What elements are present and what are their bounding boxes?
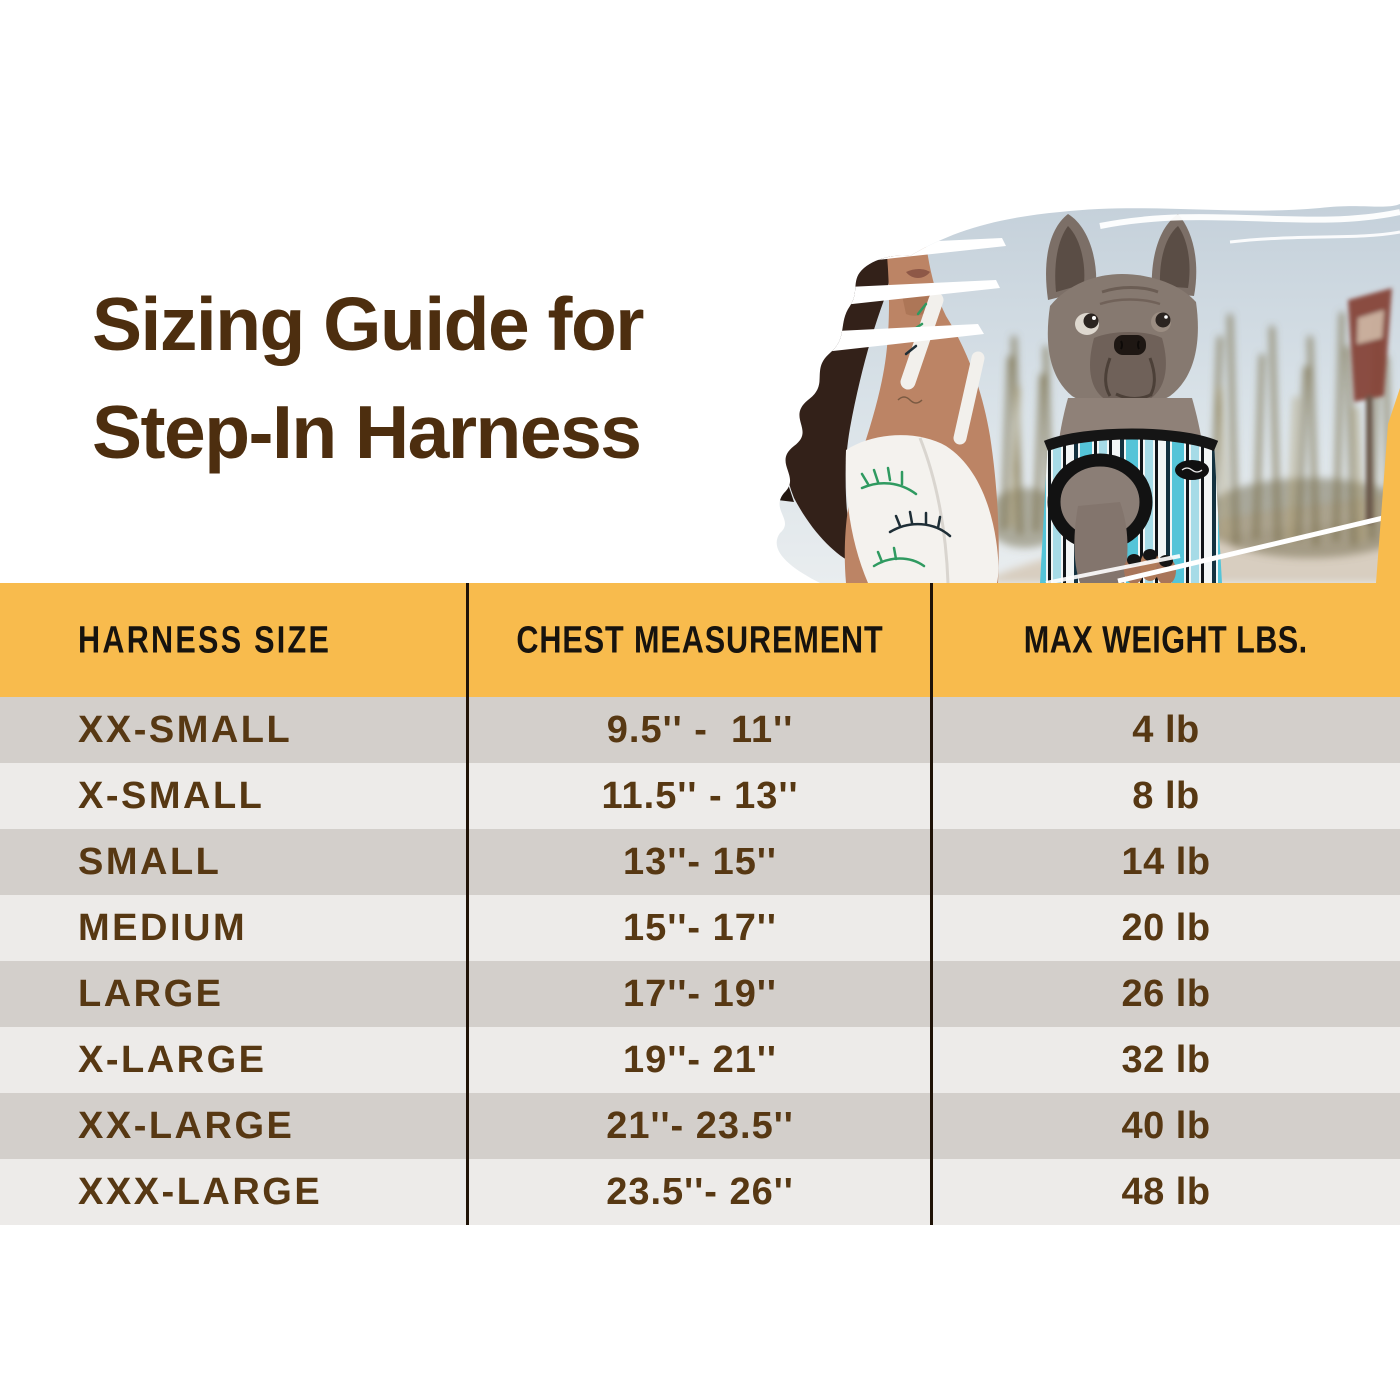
size-cell: XX-SMALL: [78, 708, 293, 751]
weight-cell: 4 lb: [1132, 708, 1200, 751]
size-cell: MEDIUM: [78, 906, 248, 949]
beach-sign-post: [1348, 288, 1392, 524]
dog-front-leg: [1074, 502, 1128, 583]
weight-cell: 20 lb: [1121, 906, 1211, 949]
chest-cell: 15''- 17'': [623, 906, 777, 949]
table-row: XXX-LARGE 23.5''- 26'' 48 lb: [0, 1159, 1400, 1225]
hero-photo: [750, 188, 1400, 583]
table-row: MEDIUM 15''- 17'' 20 lb: [0, 895, 1400, 961]
chest-cell: 9.5'' - 11'': [606, 708, 794, 751]
dog-eyes: [1075, 312, 1171, 335]
size-cell: X-SMALL: [78, 774, 265, 817]
size-cell: XX-LARGE: [78, 1104, 295, 1147]
chest-cell: 23.5''- 26'': [606, 1170, 794, 1213]
title-line-2: Step-In Harness: [92, 390, 642, 474]
bikini-top: [845, 292, 999, 583]
size-cell: LARGE: [78, 972, 224, 1015]
weight-cell: 32 lb: [1121, 1038, 1211, 1081]
tattoo-script: [897, 396, 923, 404]
table-header-row: HARNESS SIZE CHEST MEASUREMENT MAX WEIGH…: [0, 583, 1400, 697]
table-body: XX-SMALL 9.5'' - 11'' 4 lb X-SMALL 11.5'…: [0, 697, 1400, 1225]
chest-cell: 21''- 23.5'': [606, 1104, 794, 1147]
chest-cell: 11.5'' - 13'': [601, 774, 799, 817]
yellow-corner-wedge: [1376, 388, 1400, 583]
table-row: X-SMALL 11.5'' - 13'' 8 lb: [0, 763, 1400, 829]
sizing-table: HARNESS SIZE CHEST MEASUREMENT MAX WEIGH…: [0, 583, 1400, 1225]
table-row: XX-SMALL 9.5'' - 11'' 4 lb: [0, 697, 1400, 763]
palm-leaf-print: [860, 302, 952, 568]
column-divider-1: [466, 583, 469, 1225]
page-title: Sizing Guide for Step-In Harness: [92, 270, 645, 486]
column-divider-2: [930, 583, 933, 1225]
size-cell: X-LARGE: [78, 1038, 267, 1081]
size-cell: XXX-LARGE: [78, 1170, 323, 1213]
table-row: X-LARGE 19''- 21'' 32 lb: [0, 1027, 1400, 1093]
chest-cell: 13''- 15'': [623, 840, 777, 883]
column-header-max-weight: MAX WEIGHT LBS.: [1024, 618, 1308, 661]
column-header-chest-measurement: CHEST MEASUREMENT: [516, 618, 884, 661]
table-row: XX-LARGE 21''- 23.5'' 40 lb: [0, 1093, 1400, 1159]
dog-muzzle: [1090, 332, 1166, 400]
weight-cell: 40 lb: [1121, 1104, 1211, 1147]
chest-cell: 19''- 21'': [623, 1038, 777, 1081]
table-row: LARGE 17''- 19'' 26 lb: [0, 961, 1400, 1027]
dog-ears: [1046, 214, 1197, 300]
woman-figure: [776, 244, 999, 583]
size-cell: SMALL: [78, 840, 222, 883]
weight-cell: 14 lb: [1121, 840, 1211, 883]
woman-lips: [906, 269, 930, 278]
weight-cell: 26 lb: [1121, 972, 1211, 1015]
weight-cell: 48 lb: [1121, 1170, 1211, 1213]
title-line-1: Sizing Guide for: [92, 282, 645, 366]
weight-cell: 8 lb: [1132, 774, 1200, 817]
brush-stroke-highlights: [816, 209, 1400, 583]
chest-cell: 17''- 19'': [623, 972, 777, 1015]
table-row: SMALL 13''- 15'' 14 lb: [0, 829, 1400, 895]
column-header-harness-size: HARNESS SIZE: [78, 618, 332, 661]
